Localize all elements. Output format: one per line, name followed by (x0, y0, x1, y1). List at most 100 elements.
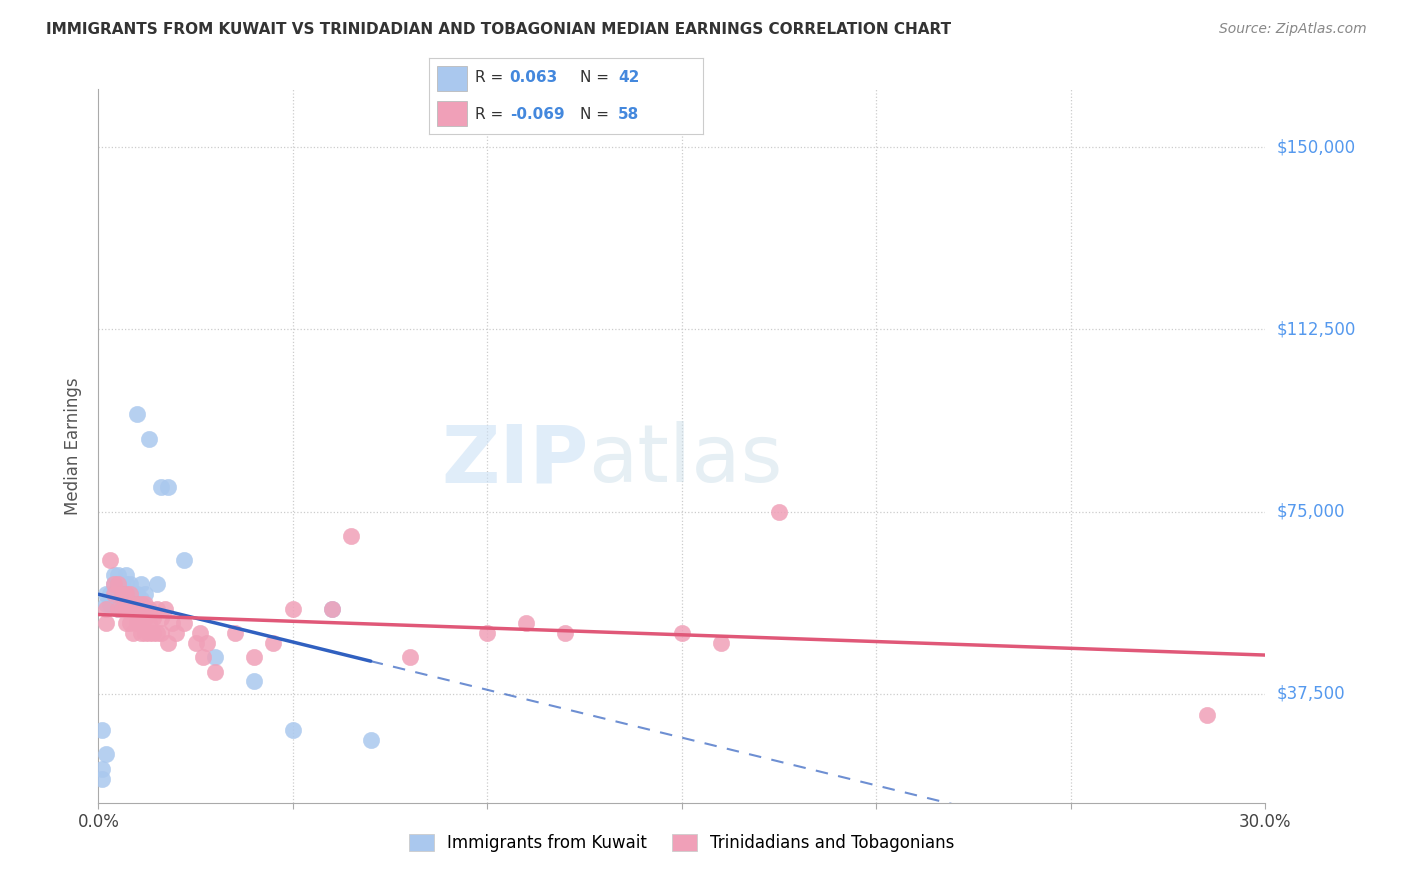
Point (127, 616, 149, 631)
Point (122, 626, 145, 640)
Point (188, 626, 211, 640)
Point (138, 616, 160, 631)
Point (138, 432, 160, 446)
Point (129, 591, 152, 606)
Point (710, 635, 733, 649)
Point (129, 626, 152, 640)
Point (107, 601, 129, 615)
Point (398, 650, 420, 665)
Point (146, 601, 169, 615)
Point (129, 611, 152, 625)
Text: ZIP: ZIP (441, 421, 589, 500)
Point (91, 723, 114, 737)
Point (107, 577, 129, 591)
Text: IMMIGRANTS FROM KUWAIT VS TRINIDADIAN AND TOBAGONIAN MEDIAN EARNINGS CORRELATION: IMMIGRANTS FROM KUWAIT VS TRINIDADIAN AN… (46, 22, 952, 37)
Point (149, 480, 172, 494)
Point (118, 577, 141, 591)
Point (165, 626, 187, 640)
Point (122, 587, 145, 601)
Point (340, 529, 363, 543)
Point (204, 650, 226, 665)
Point (118, 591, 141, 606)
Point (111, 587, 134, 601)
Point (129, 597, 152, 611)
Point (1195, 708, 1218, 723)
Text: R =: R = (475, 70, 509, 86)
Point (111, 577, 134, 591)
Text: atlas: atlas (589, 421, 783, 500)
Point (204, 665, 226, 679)
Point (173, 616, 195, 631)
Point (134, 597, 156, 611)
Point (134, 601, 156, 615)
Point (98, 587, 121, 601)
Point (360, 732, 382, 747)
Point (114, 587, 136, 601)
Text: -0.069: -0.069 (510, 106, 564, 121)
Point (138, 601, 160, 615)
Point (114, 601, 136, 615)
Point (98, 597, 121, 611)
Point (321, 601, 343, 615)
Point (107, 601, 129, 615)
Point (149, 611, 172, 625)
Point (96, 587, 118, 601)
Point (157, 480, 180, 494)
Text: N =: N = (579, 106, 613, 121)
Point (162, 616, 184, 631)
Point (114, 567, 136, 582)
Point (107, 577, 129, 591)
Point (768, 504, 790, 518)
Point (193, 650, 215, 665)
Point (103, 577, 125, 591)
Point (103, 577, 125, 591)
Point (262, 635, 284, 649)
Point (195, 635, 218, 649)
Point (146, 577, 169, 591)
Point (243, 674, 266, 689)
Point (114, 591, 136, 606)
Point (91, 772, 114, 786)
Point (138, 626, 160, 640)
Point (103, 567, 125, 582)
Point (157, 635, 180, 649)
Point (129, 577, 152, 591)
Y-axis label: Median Earnings: Median Earnings (65, 377, 83, 515)
Point (118, 587, 141, 601)
FancyBboxPatch shape (437, 101, 467, 126)
Point (111, 597, 134, 611)
FancyBboxPatch shape (437, 65, 467, 91)
Point (153, 601, 176, 615)
Point (321, 601, 343, 615)
Point (114, 601, 136, 615)
Point (96, 601, 118, 615)
Point (98, 553, 121, 567)
Text: Source: ZipAtlas.com: Source: ZipAtlas.com (1219, 22, 1367, 37)
Point (122, 601, 145, 615)
Point (114, 577, 136, 591)
Point (142, 611, 165, 625)
Point (118, 601, 141, 615)
Point (127, 597, 149, 611)
Point (91, 762, 114, 776)
Point (554, 626, 576, 640)
Point (118, 601, 141, 615)
Text: $75,000: $75,000 (1277, 502, 1346, 521)
Point (96, 616, 118, 631)
Legend: Immigrants from Kuwait, Trinidadians and Tobagonians: Immigrants from Kuwait, Trinidadians and… (402, 827, 962, 859)
Point (243, 650, 266, 665)
Point (146, 626, 169, 640)
Point (96, 747, 118, 762)
Text: 58: 58 (619, 106, 640, 121)
Point (111, 601, 134, 615)
Point (114, 616, 136, 631)
Text: $112,500: $112,500 (1277, 320, 1355, 338)
Point (127, 408, 149, 422)
Point (149, 626, 172, 640)
Point (103, 587, 125, 601)
Point (111, 587, 134, 601)
Text: 0.063: 0.063 (510, 70, 558, 86)
Point (477, 626, 499, 640)
Point (134, 587, 156, 601)
Point (671, 626, 693, 640)
